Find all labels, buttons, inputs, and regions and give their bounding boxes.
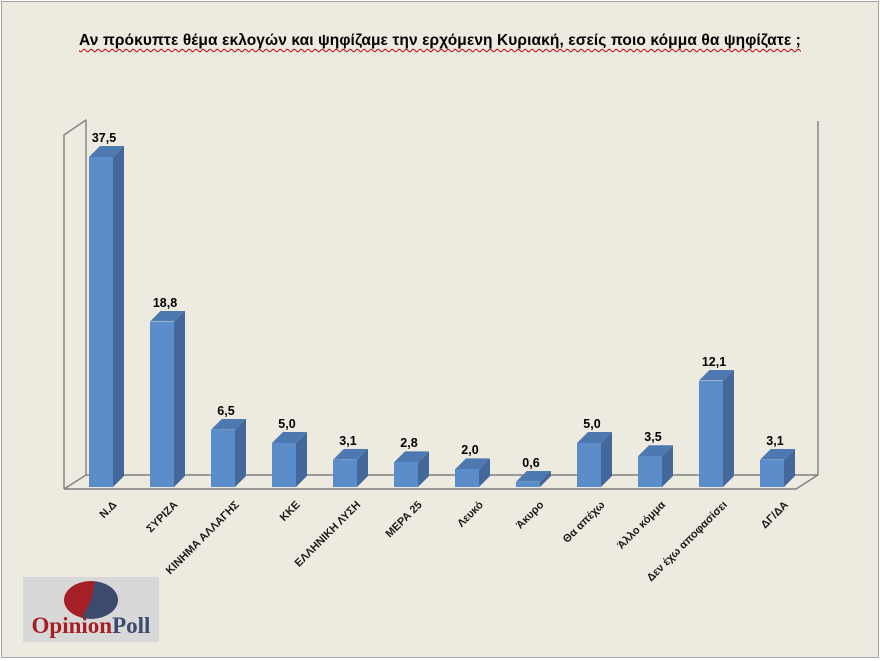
bar-top-face [638,445,673,456]
bar-top-face [272,432,307,443]
value-label-ΚΚΕ: 5,0 [278,417,296,431]
bar-Ν.Δ [89,157,113,487]
value-label-Άλλο κόμμα: 3,5 [644,430,662,445]
bar-Δεν έχω αποφασίσει [699,380,723,487]
bar-ΣΥΡΙΖΑ [150,321,174,487]
value-label-Δεν έχω αποφασίσει: 12,1 [701,354,727,369]
value-label-ΣΥΡΙΖΑ: 18,8 [152,295,178,310]
bar-Άλλο κόμμα [638,456,662,487]
bar-top-face [150,311,185,322]
bar-top-face [89,146,124,157]
pie-chart-icon [64,581,118,619]
bar-side-face [784,449,795,487]
value-label-ΔΓ/ΔΑ: 3,1 [766,433,784,448]
bar-side-face [296,432,307,487]
bar-top-face [699,370,734,381]
bar-side-face [174,311,185,487]
bar-side-face [357,449,368,487]
bar-side-face [601,432,612,487]
bar-top-face [394,451,429,462]
bar-top-face [333,449,368,460]
bar-ΜΕΡΑ 25 [394,462,418,487]
bar-ΕΛΛΗΝΙΚΗ ΛΥΣΗ [333,459,357,487]
value-label-Άκυρο: 0,6 [522,455,540,470]
bar-Λευκό [455,469,479,487]
bar-side-face [418,451,429,487]
value-label-ΕΛΛΗΝΙΚΗ ΛΥΣΗ: 3,1 [339,433,357,448]
chart-floor [63,474,819,490]
bar-side-face [723,370,734,487]
bar-top-face [455,458,490,469]
left-wall [63,119,87,489]
value-label-Ν.Δ: 37,5 [91,131,117,145]
bar-side-face [235,419,246,487]
logo-text: OpinionPoll [23,613,159,639]
bar-side-face [479,458,490,487]
value-label-ΚΙΝΗΜΑ ΑΛΛΑΓΗΣ: 6,5 [217,403,235,418]
value-label-ΜΕΡΑ 25: 2,8 [400,436,418,451]
opinionpoll-logo: OpinionPoll [23,577,159,642]
bar-ΚΙΝΗΜΑ ΑΛΛΑΓΗΣ [211,429,235,487]
value-label-Θα απέχω: 5,0 [583,417,601,431]
bar-side-face [662,445,673,487]
chart-title: Αν πρόκυπτε θέμα εκλογών και ψηφίζαμε τη… [79,32,801,49]
bar-top-face [516,471,551,482]
logo-text-poll: Poll [112,613,151,638]
value-label-Λευκό: 2,0 [461,443,479,458]
bar-side-face [540,471,551,487]
bar-side-face [113,146,124,487]
bar-top-face [760,449,795,460]
bar-ΚΚΕ [272,443,296,487]
bar-Άκυρο [516,481,540,487]
bar-top-face [577,432,612,443]
bar-ΔΓ/ΔΑ [760,459,784,487]
bar-top-face [211,419,246,430]
bar-Θα απέχω [577,443,601,487]
logo-text-opinion: Opinion [31,613,113,638]
